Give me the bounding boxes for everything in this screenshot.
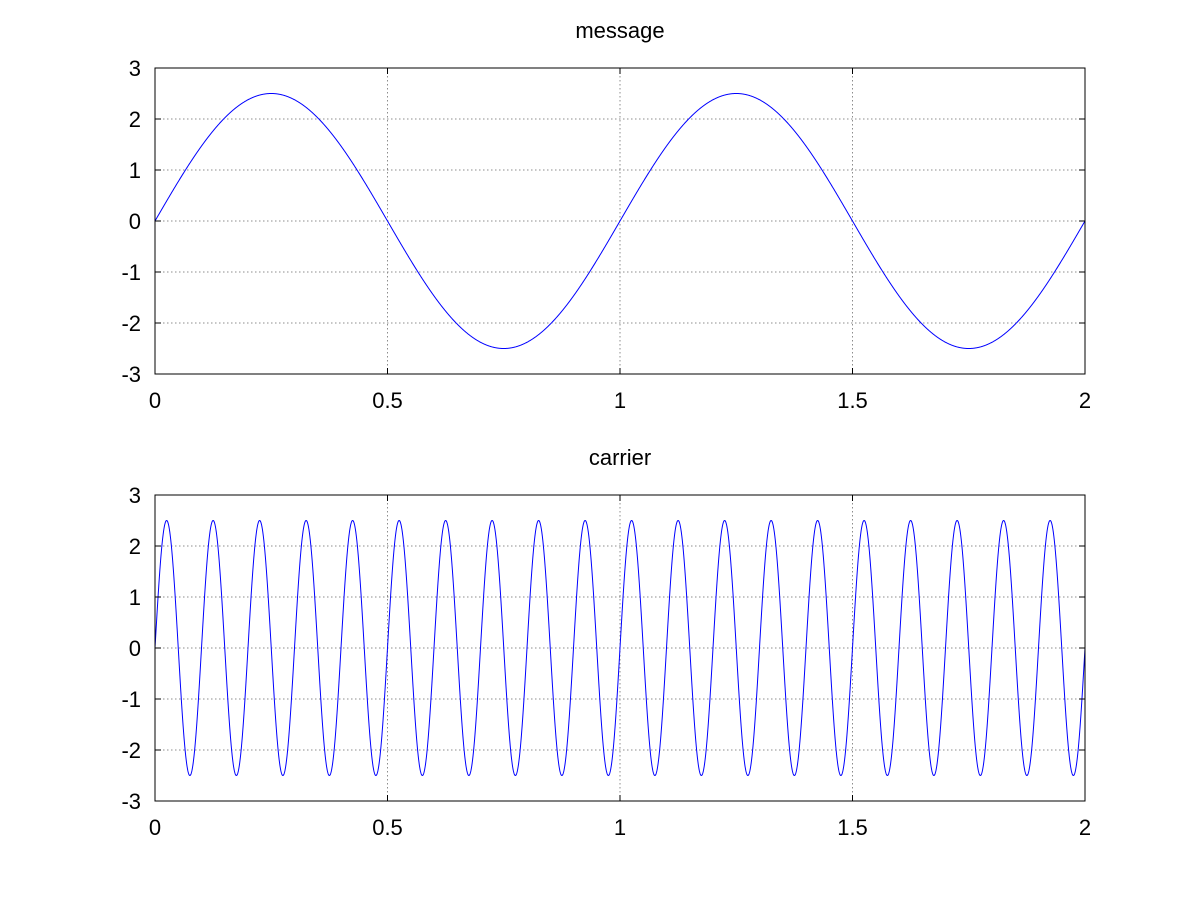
x-tick-label: 1 (614, 388, 626, 413)
plot-title: carrier (589, 445, 651, 470)
y-tick-label: 2 (129, 107, 141, 132)
plot-title: message (575, 18, 664, 43)
x-tick-label: 0.5 (372, 815, 403, 840)
x-tick-label: 1.5 (837, 388, 868, 413)
y-tick-label: -1 (121, 687, 141, 712)
x-tick-label: 1.5 (837, 815, 868, 840)
y-tick-label: -1 (121, 260, 141, 285)
y-tick-label: 1 (129, 585, 141, 610)
x-tick-label: 0 (149, 815, 161, 840)
y-tick-label: 3 (129, 483, 141, 508)
y-tick-label: 0 (129, 209, 141, 234)
message-plot: message 0 0.5 1 1.5 2 -3 -2 -1 0 1 2 3 (121, 18, 1091, 413)
y-tick-label: -3 (121, 789, 141, 814)
series-line (154, 93, 1086, 349)
x-tick-label: 0.5 (372, 388, 403, 413)
y-tick-label: 2 (129, 534, 141, 559)
y-tick-label: 0 (129, 636, 141, 661)
x-tick-label: 2 (1079, 388, 1091, 413)
x-tick-label: 0 (149, 388, 161, 413)
series-line (154, 519, 1086, 777)
y-tick-label: 3 (129, 56, 141, 81)
x-tick-label: 1 (614, 815, 626, 840)
x-tick-label: 2 (1079, 815, 1091, 840)
y-tick-label: -2 (121, 738, 141, 763)
y-tick-label: 1 (129, 158, 141, 183)
y-tick-label: -2 (121, 311, 141, 336)
y-tick-label: -3 (121, 362, 141, 387)
carrier-plot: carrier 0 0.5 1 1.5 2 -3 -2 -1 0 1 2 3 (121, 445, 1091, 840)
